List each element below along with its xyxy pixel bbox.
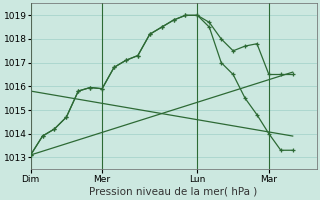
X-axis label: Pression niveau de la mer( hPa ): Pression niveau de la mer( hPa ) (90, 187, 258, 197)
